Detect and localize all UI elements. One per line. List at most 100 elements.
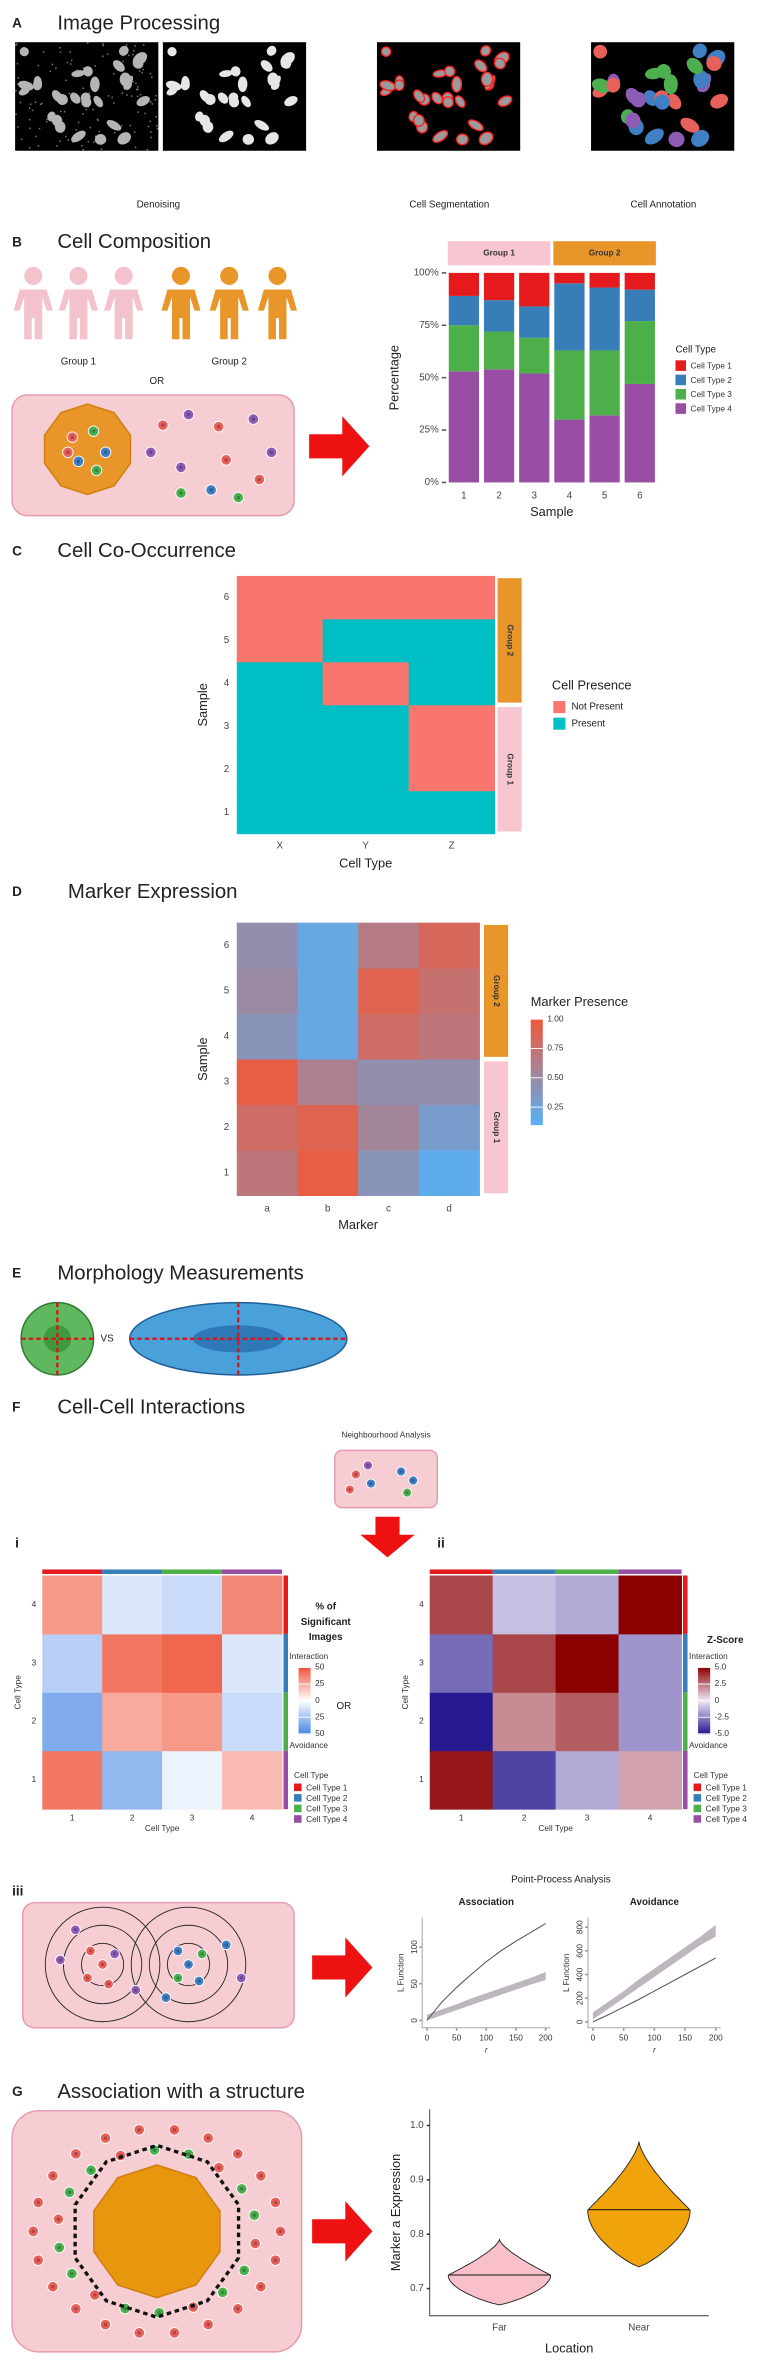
noise [85,108,88,111]
type-strip [283,1692,289,1751]
cell-nucleus [239,1976,243,1980]
violin [447,2238,552,2306]
heatmap-cell [162,1633,223,1693]
cell-nucleus [85,1976,90,1980]
legend-high: Interaction [689,1651,728,1661]
noise [82,112,84,115]
colorbar-step [698,1698,711,1702]
cell-icon [344,1484,355,1495]
ring [44,1906,161,2023]
cell-nucleus [91,429,96,434]
arrow [309,416,370,477]
group-label: Group 2 [589,247,621,257]
cell-icon [70,1924,81,1936]
cell-nucleus [134,1988,138,1992]
legend-label: Cell Type 2 [306,1793,348,1803]
cell-nucleus [224,1943,228,1947]
legend-key [294,1804,302,1813]
cell-nucleus [31,2229,36,2234]
type-strip [555,1569,619,1574]
colorbar-step [298,1720,311,1724]
cell-icon [255,2170,267,2182]
cell [94,134,107,145]
cell-nucleus [209,488,213,492]
ring [148,1924,229,2005]
heatmap-cell [418,968,480,1015]
heatmap-cell [618,1633,682,1693]
y-tick-label: 4 [32,1599,37,1609]
noise [64,135,67,138]
cell-nucleus [36,2200,41,2205]
legend-title: Cell Type [294,1770,329,1780]
cell [266,45,277,56]
legend-label: Cell Type 1 [306,1782,348,1792]
cell-nucleus [56,2217,61,2221]
noise [96,118,99,121]
colorbar-step [298,1698,311,1702]
heatmap-cell [102,1750,163,1810]
noise [59,140,61,143]
noise [55,67,57,69]
cell-icon [196,1948,208,1960]
cell-nucleus [73,1928,78,1932]
ring [81,1942,125,1987]
cell [165,80,182,91]
colorbar-step [530,1050,543,1055]
noise [15,113,17,116]
cell [431,91,444,105]
cell-icon [168,2327,181,2339]
noise [82,67,85,69]
cell-nucleus [112,1952,117,1956]
ring [166,1942,211,1987]
x-tick-label: 1 [70,1812,75,1822]
noise [92,108,94,111]
cell-nucleus [224,457,229,462]
cell [81,96,92,108]
x-tick-label: X [276,840,283,851]
colorbar-step [530,1057,543,1062]
cell-icon [72,455,85,468]
legend-label: Cell Type 1 [706,1782,748,1792]
noise [137,85,139,88]
bar-segment [589,415,620,483]
colorbar-step [298,1707,311,1710]
heatmap-cell [222,1575,283,1635]
cell-icon [109,1948,120,1960]
boundary [73,2143,241,2319]
bar-segment [554,283,585,351]
plot-background [446,268,658,487]
heatmap-cell [322,747,410,792]
cell [51,114,63,127]
heatmap-cell [358,922,420,969]
round-nucleus [43,1325,71,1353]
bar-segment [589,272,620,288]
colorbar-step [298,1680,311,1684]
y-tick-label: 800 [575,1920,585,1934]
panel-title: Cell Composition [57,231,211,253]
cell-icon [99,2318,112,2331]
noise [154,99,157,101]
colorbar-label: 0.75 [547,1043,564,1053]
person-body [104,289,144,340]
colorbar-label: 2.5 [715,1678,727,1688]
noise [19,101,22,104]
colorbar-step [698,1713,711,1717]
group-label: Group 1 [505,753,515,785]
noise [139,93,142,96]
y-tick-label: 0.9 [410,2174,424,2185]
colorbar-step [530,1029,543,1034]
y-tick-label: 2 [224,764,229,775]
cell-icon [130,1984,142,1996]
cell-icon [160,1992,172,2003]
x-tick-label: 4 [648,1812,653,1822]
y-tick-label: 1 [224,1167,229,1178]
colorbar-step [698,1678,711,1682]
heatmap-cell [492,1750,557,1810]
cell [82,66,93,77]
observed-line [426,1923,546,2021]
cell-icon [157,419,169,431]
noise [149,101,152,103]
colorbar-step [530,1040,543,1045]
noise [121,92,124,94]
noise [146,149,149,151]
